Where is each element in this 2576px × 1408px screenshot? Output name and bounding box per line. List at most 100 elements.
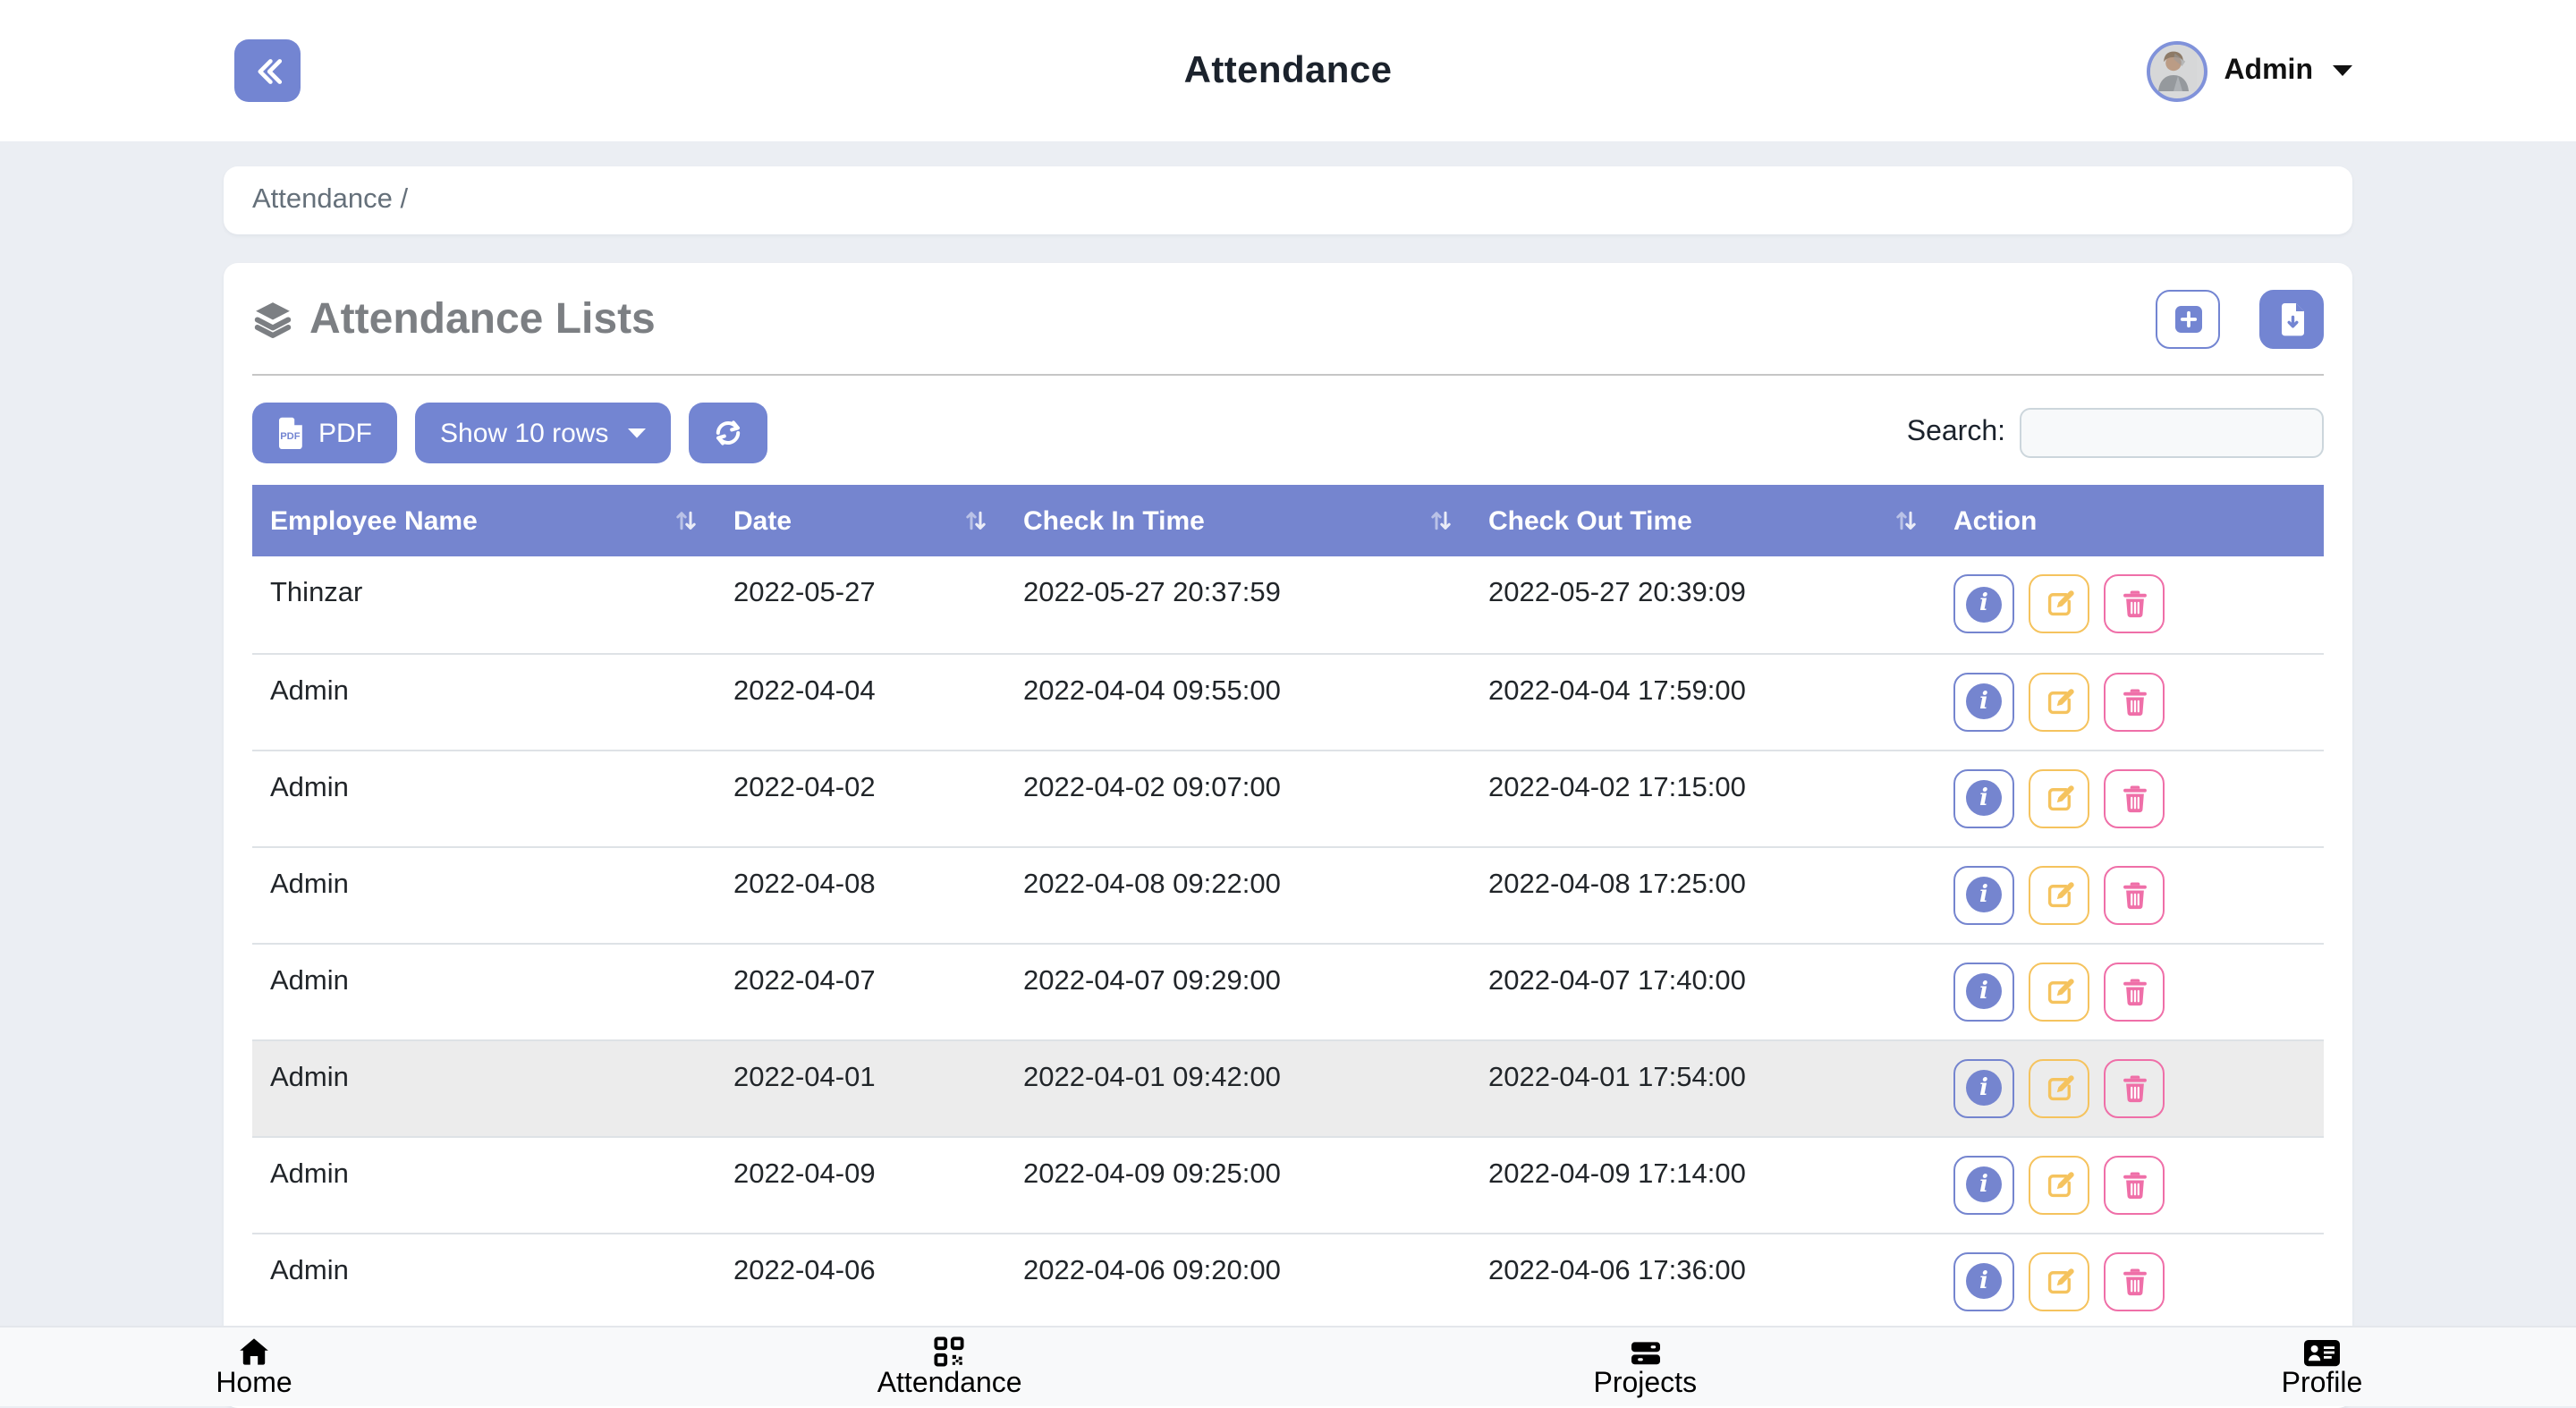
trash-icon <box>2117 1167 2151 1201</box>
edit-pencil-icon <box>2042 1264 2076 1298</box>
pdf-export-button[interactable]: PDF PDF <box>252 403 397 463</box>
cell-check-out-time: 2022-04-04 17:59:00 <box>1488 675 1746 706</box>
refresh-button[interactable] <box>689 403 768 463</box>
row-info-button[interactable]: i <box>1953 865 2014 924</box>
cell-date: 2022-04-07 <box>733 965 876 996</box>
sort-icon <box>1894 510 1918 531</box>
page-title: Attendance <box>1183 49 1393 90</box>
row-edit-button[interactable] <box>2029 768 2089 827</box>
cell-check-in-time: 2022-04-04 09:55:00 <box>1023 675 1281 706</box>
cell-actions: i <box>1936 1039 2324 1136</box>
table-row: Admin 2022-04-02 2022-04-02 09:07:00 202… <box>252 750 2324 846</box>
search-input[interactable] <box>2020 408 2324 458</box>
cell-date: 2022-04-01 <box>733 1062 876 1092</box>
column-header-check-in[interactable]: Check In Time <box>1005 485 1470 556</box>
row-delete-button[interactable] <box>2104 962 2165 1021</box>
cell-actions: i <box>1936 653 2324 750</box>
card-title: Attendance Lists <box>252 294 656 344</box>
row-info-button[interactable]: i <box>1953 574 2014 633</box>
cell-employee-name: Admin <box>270 869 349 899</box>
row-edit-button[interactable] <box>2029 1251 2089 1310</box>
column-header-action: Action <box>1936 485 2324 556</box>
nav-item-label: Attendance <box>877 1368 1022 1398</box>
info-icon: i <box>1966 973 2002 1009</box>
row-info-button[interactable]: i <box>1953 1251 2014 1310</box>
sidebar-collapse-button[interactable] <box>234 39 301 102</box>
id-card-icon <box>2303 1334 2340 1366</box>
nav-item-attendance[interactable]: Attendance <box>877 1334 1022 1400</box>
sort-icon <box>674 510 698 531</box>
trash-icon <box>2117 587 2151 621</box>
top-header: Attendance Admin <box>0 0 2576 141</box>
row-delete-button[interactable] <box>2104 768 2165 827</box>
row-delete-button[interactable] <box>2104 865 2165 924</box>
caret-down-icon <box>628 428 647 438</box>
user-menu[interactable]: Admin <box>2147 40 2352 101</box>
cell-actions: i <box>1936 943 2324 1039</box>
row-delete-button[interactable] <box>2104 574 2165 633</box>
column-header-date[interactable]: Date <box>716 485 1005 556</box>
column-label: Action <box>1953 505 2038 536</box>
row-edit-button[interactable] <box>2029 962 2089 1021</box>
show-rows-dropdown[interactable]: Show 10 rows <box>415 403 672 463</box>
breadcrumb[interactable]: Attendance / <box>224 166 2352 234</box>
qr-code-icon <box>935 1334 965 1366</box>
info-icon: i <box>1966 1070 2002 1106</box>
column-label: Employee Name <box>270 505 478 536</box>
plus-square-icon <box>2173 304 2203 335</box>
column-header-employee-name[interactable]: Employee Name <box>252 485 716 556</box>
table-row: Admin 2022-04-01 2022-04-01 09:42:00 202… <box>252 1039 2324 1136</box>
row-edit-button[interactable] <box>2029 1155 2089 1214</box>
add-record-button[interactable] <box>2156 290 2220 349</box>
column-header-check-out[interactable]: Check Out Time <box>1470 485 1936 556</box>
row-info-button[interactable]: i <box>1953 1058 2014 1117</box>
row-edit-button[interactable] <box>2029 672 2089 731</box>
cell-employee-name: Admin <box>270 965 349 996</box>
edit-pencil-icon <box>2042 587 2076 621</box>
avatar <box>2147 40 2208 101</box>
cell-actions: i <box>1936 846 2324 943</box>
cell-employee-name: Admin <box>270 1062 349 1092</box>
trash-icon <box>2117 1264 2151 1298</box>
cell-check-in-time: 2022-04-01 09:42:00 <box>1023 1062 1281 1092</box>
cell-employee-name: Admin <box>270 772 349 802</box>
cell-actions: i <box>1936 750 2324 846</box>
user-name: Admin <box>2224 55 2313 85</box>
row-edit-button[interactable] <box>2029 1058 2089 1117</box>
info-icon: i <box>1966 683 2002 719</box>
pdf-button-label: PDF <box>318 418 372 448</box>
edit-pencil-icon <box>2042 1167 2076 1201</box>
refresh-icon <box>712 417 744 449</box>
cell-employee-name: Admin <box>270 1255 349 1285</box>
nav-item-projects[interactable]: Projects <box>1591 1334 1699 1400</box>
nav-item-profile[interactable]: Profile <box>2268 1334 2376 1400</box>
row-delete-button[interactable] <box>2104 1251 2165 1310</box>
row-delete-button[interactable] <box>2104 1058 2165 1117</box>
row-info-button[interactable]: i <box>1953 672 2014 731</box>
row-delete-button[interactable] <box>2104 1155 2165 1214</box>
search-label: Search: <box>1906 417 2005 447</box>
row-info-button[interactable]: i <box>1953 768 2014 827</box>
nav-item-label: Home <box>216 1368 292 1398</box>
row-edit-button[interactable] <box>2029 574 2089 633</box>
trash-icon <box>2117 974 2151 1008</box>
home-icon <box>238 1334 270 1366</box>
row-info-button[interactable]: i <box>1953 1155 2014 1214</box>
row-delete-button[interactable] <box>2104 672 2165 731</box>
column-label: Date <box>733 505 792 536</box>
stack-icon <box>1629 1334 1661 1366</box>
cell-check-in-time: 2022-04-02 09:07:00 <box>1023 772 1281 802</box>
row-edit-button[interactable] <box>2029 865 2089 924</box>
cell-check-in-time: 2022-05-27 20:37:59 <box>1023 578 1281 608</box>
bottom-navigation: Home Attendance <box>0 1326 2576 1406</box>
export-file-button[interactable] <box>2259 290 2324 349</box>
row-info-button[interactable]: i <box>1953 962 2014 1021</box>
divider <box>252 374 2324 376</box>
nav-item-home[interactable]: Home <box>200 1334 308 1400</box>
file-download-icon <box>2276 302 2307 336</box>
cell-check-out-time: 2022-04-01 17:54:00 <box>1488 1062 1746 1092</box>
cell-check-in-time: 2022-04-06 09:20:00 <box>1023 1255 1281 1285</box>
cell-employee-name: Admin <box>270 1158 349 1189</box>
cell-actions: i <box>1936 1233 2324 1329</box>
table-row: Admin 2022-04-08 2022-04-08 09:22:00 202… <box>252 846 2324 943</box>
